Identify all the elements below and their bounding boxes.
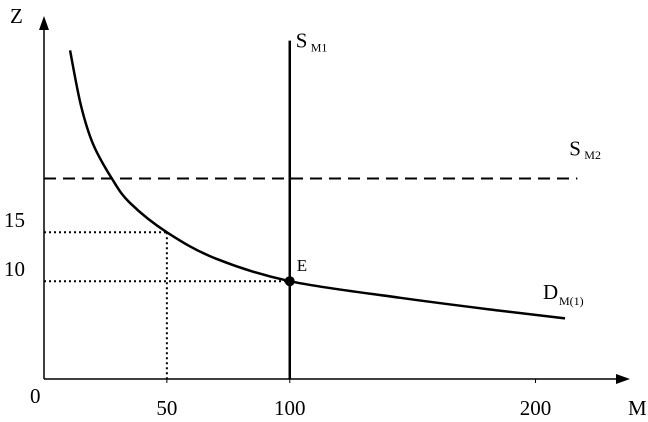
x-tick-label: 50 [156,396,177,420]
x-tick-label: 100 [274,396,306,420]
y-tick-label: 15 [4,208,25,232]
equilibrium-label: E [297,256,307,275]
supply-vertical-subscript: M1 [311,40,328,54]
y-tick-label: 10 [4,257,25,281]
supply-horizontal-subscript: M2 [584,148,601,162]
supply-horizontal-name: S [569,136,581,160]
demand-name: D [543,280,558,304]
equilibrium-point [284,276,295,287]
x-axis-arrow [616,374,630,384]
supply-vertical-name: S [296,28,308,52]
y-axis-arrow [39,16,49,30]
demand-curve [68,50,566,320]
origin-label: 0 [30,384,41,408]
x-axis-label: M [628,396,647,420]
demand-subscript: M(1) [559,294,584,308]
y-axis-label: Z [10,4,23,28]
x-tick-label: 200 [520,396,552,420]
